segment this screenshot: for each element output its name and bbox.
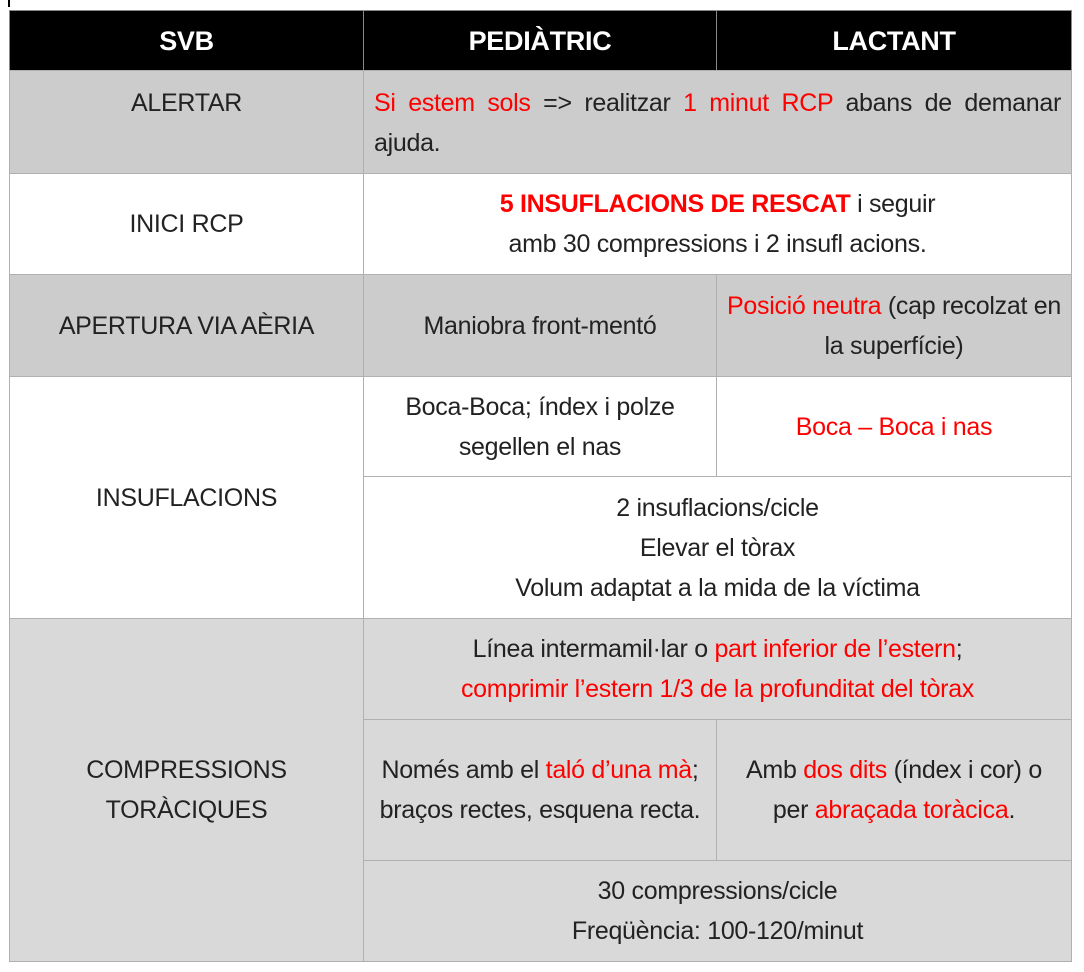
text-segment: Línea intermamil·lar o xyxy=(472,635,715,663)
text-segment: abans de demanar ajuda. xyxy=(374,89,1061,157)
highlighted-text: part inferior de l’estern xyxy=(714,635,956,663)
text-segment: APERTURA VIA AÈRIA xyxy=(58,311,315,340)
highlighted-text: dos dits xyxy=(803,756,887,784)
text-segment: INSUFLACIONS xyxy=(95,483,278,512)
text-segment: . xyxy=(1008,796,1016,824)
text-segment: Freqüència: 100-120/minut xyxy=(571,917,864,945)
cell-text: Maniobra front-mentó xyxy=(423,306,656,346)
text-segment: 30 compressions/cicle xyxy=(597,877,838,905)
text-segment: i seguir amb 30 compressions i 2 insufl … xyxy=(508,190,936,258)
insuflacions-common: 2 insuflacions/cicle Elevar el tòrax Volum… xyxy=(363,476,1072,619)
cell-text: Amb dos dits (índex i cor) o per abraçad… xyxy=(737,750,1051,830)
text-segment: Només amb el xyxy=(381,756,546,784)
highlighted-text: taló d’una mà xyxy=(545,756,693,784)
row-label-compressions: COMPRESSIONS TORÀCIQUES xyxy=(9,618,364,962)
insuflacions-lactant: Boca – Boca i nas xyxy=(716,376,1072,477)
cell-text: Boca-Boca; índex i polze segellen el nas xyxy=(394,387,686,467)
highlighted-text: abraçada toràcica xyxy=(814,796,1009,824)
insuflacions-pediatric: Boca-Boca; índex i polze segellen el nas xyxy=(363,376,717,477)
row-label-inici-rcp: INICI RCP xyxy=(9,173,364,275)
cell-text: Si estem sols => realitzar 1 minut RCP a… xyxy=(374,83,1061,163)
cell-text: Boca – Boca i nas xyxy=(795,407,993,447)
compressions-pediatric: Només amb el taló d’una mà; braços recte… xyxy=(363,719,717,861)
apertura-pediatric: Maniobra front-mentó xyxy=(363,274,717,377)
highlighted-text: Si estem sols xyxy=(374,89,531,117)
highlighted-text: comprimir l’estern 1/3 de la profunditat… xyxy=(460,675,975,703)
highlighted-text: Posició neutra xyxy=(727,291,882,320)
text-segment: => realitzar xyxy=(530,89,684,117)
compressions-lactant: Amb dos dits (índex i cor) o per abraçad… xyxy=(716,719,1072,861)
text-segment: (índex i cor) o per xyxy=(772,756,1042,824)
text-segment: 2 insuflacions/cicle xyxy=(616,493,819,522)
text-segment: ALERTAR xyxy=(131,89,242,117)
text-segment: ; xyxy=(955,635,963,663)
row-label-apertura: APERTURA VIA AÈRIA xyxy=(9,274,364,377)
text-segment: Volum adaptat a la mida de la víctima xyxy=(515,573,920,602)
apertura-lactant: Posició neutra (cap recolzat en la super… xyxy=(716,274,1072,377)
text-segment: (cap recolzat en la superfície) xyxy=(824,291,1062,360)
highlighted-text: 1 minut RCP xyxy=(683,89,833,117)
cell-text: 2 insuflacions/cicle Elevar el tòrax Volum… xyxy=(515,488,920,608)
cell-text: COMPRESSIONS TORÀCIQUES xyxy=(70,750,303,830)
alertar-content: Si estem sols => realitzar 1 minut RCP a… xyxy=(363,70,1072,174)
header-svb: SVB xyxy=(9,10,364,71)
highlighted-text: 5 INSUFLACIONS DE RESCAT xyxy=(499,190,851,218)
text-segment: INICI RCP xyxy=(129,210,244,238)
compressions-common: Línea intermamil·lar o part inferior de … xyxy=(363,618,1072,720)
text-segment: Maniobra front-mentó xyxy=(423,311,657,340)
text-segment: Elevar el tòrax xyxy=(639,533,796,562)
header-lactant: LACTANT xyxy=(716,10,1072,71)
cell-text: ALERTAR xyxy=(131,83,242,123)
text-segment: Boca-Boca; índex i polze segellen el nas xyxy=(405,392,675,461)
inici-rcp-content: 5 INSUFLACIONS DE RESCAT i seguir amb 30… xyxy=(363,173,1072,275)
cell-text: APERTURA VIA AÈRIA xyxy=(58,306,315,346)
row-label-alertar: ALERTAR xyxy=(9,70,364,174)
cursor-mark xyxy=(8,0,10,7)
cell-text: Posició neutra (cap recolzat en la super… xyxy=(727,286,1061,366)
cell-text: 30 compressions/cicle Freqüència: 100-120… xyxy=(571,871,864,951)
row-label-insuflacions: INSUFLACIONS xyxy=(9,376,364,619)
text-segment: COMPRESSIONS TORÀCIQUES xyxy=(86,756,287,824)
cell-text: Només amb el taló d’una mà; braços recte… xyxy=(370,750,710,830)
cell-text: 5 INSUFLACIONS DE RESCAT i seguir amb 30… xyxy=(484,184,951,264)
header-pediatric: PEDIÀTRIC xyxy=(363,10,717,71)
cell-text: Línea intermamil·lar o part inferior de … xyxy=(461,629,974,709)
highlighted-text: Boca – Boca i nas xyxy=(795,412,993,441)
text-segment: ; braços rectes, esquena recta. xyxy=(379,756,701,824)
cell-text: INICI RCP xyxy=(130,204,244,244)
cell-text: INSUFLACIONS xyxy=(96,478,277,518)
compressions-frequency: 30 compressions/cicle Freqüència: 100-120… xyxy=(363,860,1072,962)
text-segment: Amb xyxy=(746,756,804,784)
